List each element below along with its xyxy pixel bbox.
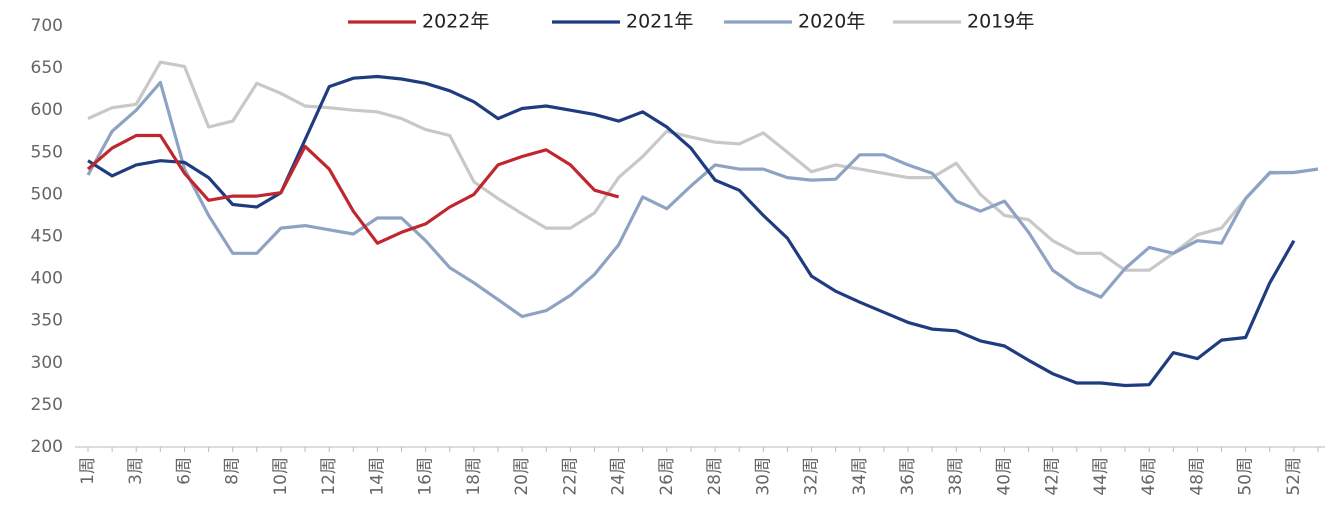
y-tick-label: 500 xyxy=(31,184,63,204)
x-tick-label: 52周 xyxy=(1284,457,1304,496)
x-tick-label: 28周 xyxy=(705,457,725,496)
x-tick-label: 30周 xyxy=(753,457,773,496)
y-tick-label: 300 xyxy=(31,353,63,373)
legend-label: 2021年 xyxy=(626,11,693,33)
y-tick-label: 400 xyxy=(31,269,63,289)
series-line xyxy=(86,133,620,245)
y-tick-label: 550 xyxy=(31,142,63,162)
y-tick-label: 600 xyxy=(31,100,63,120)
x-tick-label: 6周 xyxy=(174,457,194,485)
y-tick-label: 250 xyxy=(31,395,63,415)
series-line xyxy=(87,60,1319,272)
x-tick-label: 14周 xyxy=(367,457,387,496)
x-tick-label: 22周 xyxy=(560,457,580,496)
legend-label: 2019年 xyxy=(967,11,1034,33)
x-tick-label: 1周 xyxy=(78,457,98,485)
x-tick-label: 46周 xyxy=(1139,457,1159,496)
y-tick-label: 200 xyxy=(31,437,63,457)
x-tick-label: 20周 xyxy=(512,457,532,496)
x-tick-label: 3周 xyxy=(126,457,146,485)
x-tick-label: 50周 xyxy=(1236,457,1256,496)
x-tick-label: 38周 xyxy=(946,457,966,496)
x-tick-label: 32周 xyxy=(802,457,822,496)
series-line xyxy=(87,74,1296,388)
x-tick-label: 34周 xyxy=(850,457,870,496)
legend-label: 2020年 xyxy=(798,11,865,33)
x-tick-label: 44周 xyxy=(1091,457,1111,496)
x-tick-label: 36周 xyxy=(898,457,918,496)
y-tick-label: 700 xyxy=(31,16,63,36)
x-tick-label: 12周 xyxy=(319,457,339,496)
x-tick-label: 10周 xyxy=(271,457,291,496)
x-tick-label: 26周 xyxy=(657,457,677,496)
x-tick-label: 8周 xyxy=(223,457,243,485)
x-tick-label: 42周 xyxy=(1043,457,1063,496)
x-tick-label: 48周 xyxy=(1187,457,1207,496)
y-tick-label: 350 xyxy=(31,311,63,331)
y-tick-label: 650 xyxy=(31,58,63,78)
x-tick-label: 40周 xyxy=(994,457,1014,496)
x-tick-label: 16周 xyxy=(416,457,436,496)
legend-label: 2022年 xyxy=(422,11,489,33)
x-tick-label: 18周 xyxy=(464,457,484,496)
x-tick-label: 24周 xyxy=(609,457,629,496)
y-tick-label: 450 xyxy=(31,227,63,247)
series-line xyxy=(86,80,1319,319)
